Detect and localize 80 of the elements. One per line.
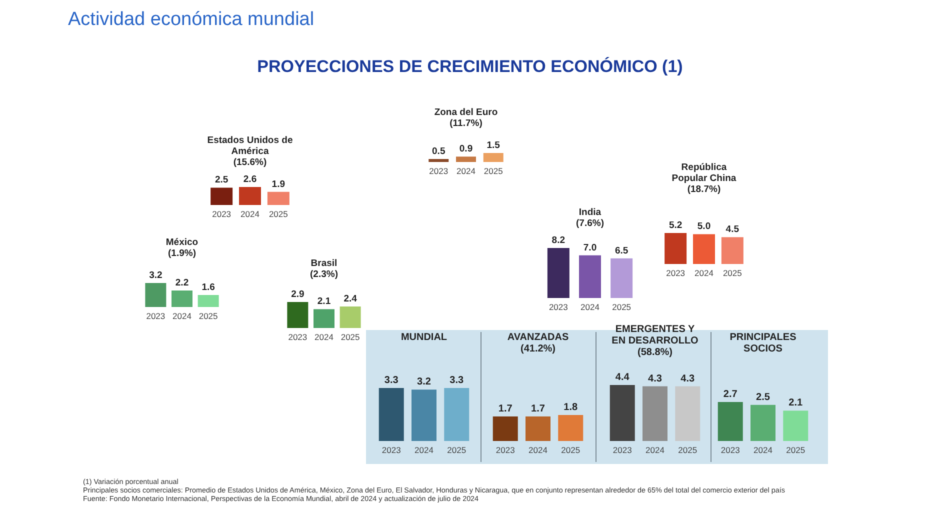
chart-title: AVANZADAS xyxy=(507,332,569,343)
x-tick-label: 2023 xyxy=(612,445,632,455)
text: PROYECCIONES DE CRECIMIENTO ECONÓMICO (1) xyxy=(257,56,683,76)
chart-title: Brasil xyxy=(310,258,338,269)
chart-title: EMERGENTES Y EN DESARROLLO xyxy=(612,324,699,346)
data-label: 4.4 xyxy=(615,372,630,383)
data-label: 7.0 xyxy=(583,242,597,254)
x-tick-label: 2023 xyxy=(288,332,308,342)
data-label: 2.9 xyxy=(291,289,304,300)
chart-subtitle: (18.7%) xyxy=(687,184,721,195)
x-tick-label: 2024 xyxy=(172,311,192,321)
chart-title: Zona del Euro xyxy=(434,107,498,118)
x-tick-label: 2025 xyxy=(786,445,806,455)
data-label: 0.9 xyxy=(459,144,473,155)
data-label: 2.1 xyxy=(317,296,332,308)
chart-title: MUNDIAL xyxy=(400,332,448,343)
x-tick-label: 2023 xyxy=(429,166,448,176)
x-tick-label: 2025 xyxy=(722,268,742,278)
data-label: 4.3 xyxy=(648,373,662,384)
chart-title: Estados Unidos de América xyxy=(207,135,293,157)
x-tick-label: 2024 xyxy=(456,166,476,176)
x-tick-label: 2024 xyxy=(754,445,773,455)
chart-subtitle: (15.6%) xyxy=(233,157,267,168)
data-label: 5.0 xyxy=(697,221,711,232)
data-label: 2.2 xyxy=(175,278,189,288)
x-tick-label: 2025 xyxy=(484,166,504,176)
x-tick-label: 2025 xyxy=(447,445,466,455)
data-label: 1.7 xyxy=(531,403,546,414)
chart-subtitle: (11.7%) xyxy=(450,118,482,129)
data-label: 2.7 xyxy=(723,389,738,400)
x-tick-label: 2023 xyxy=(382,445,402,455)
x-tick-label: 2025 xyxy=(340,332,360,342)
data-label: 0.5 xyxy=(432,146,446,157)
data-label: 5.2 xyxy=(668,220,682,231)
data-label: 1.9 xyxy=(272,178,286,190)
chart-subtitle: (58.8%) xyxy=(637,347,673,358)
data-label: 2.5 xyxy=(756,392,770,403)
x-tick-label: 2025 xyxy=(268,209,288,219)
data-label: 1.5 xyxy=(486,140,501,151)
chart-title: India xyxy=(578,207,602,218)
x-tick-label: 2023 xyxy=(720,445,740,455)
data-label: 2.5 xyxy=(214,174,229,186)
chart-title: México xyxy=(166,237,198,248)
x-tick-label: 2025 xyxy=(612,302,632,312)
data-label: 2.4 xyxy=(344,293,358,304)
x-tick-label: 2024 xyxy=(580,302,600,312)
data-label: 8.2 xyxy=(552,235,566,246)
chart-subtitle: (1.9%) xyxy=(168,248,196,259)
chart-title: PRINCIPALES SOCIOS xyxy=(730,332,797,354)
x-tick-label: 2025 xyxy=(198,311,218,321)
x-tick-label: 2024 xyxy=(528,445,548,455)
x-tick-label: 2024 xyxy=(240,209,260,219)
data-label: 1.8 xyxy=(564,402,578,413)
x-tick-label: 2023 xyxy=(146,311,166,321)
x-tick-label: 2025 xyxy=(561,445,580,455)
x-tick-label: 2024 xyxy=(314,332,334,342)
data-label: 3.2 xyxy=(149,270,162,281)
data-label: 3.3 xyxy=(384,375,399,386)
x-tick-label: 2023 xyxy=(666,268,686,278)
data-label: 3.2 xyxy=(417,376,432,388)
chart-subtitle: (41.2%) xyxy=(520,344,556,354)
chart-title: República Popular China xyxy=(672,162,737,184)
x-tick-label: 2023 xyxy=(496,445,516,455)
data-label: 6.5 xyxy=(614,245,629,256)
data-label: 3.3 xyxy=(450,375,464,386)
chart-subtitle: (7.6%) xyxy=(576,218,604,229)
x-tick-label: 2024 xyxy=(694,268,714,278)
x-tick-label: 2024 xyxy=(414,445,434,455)
data-label: 4.5 xyxy=(726,224,740,236)
x-tick-label: 2023 xyxy=(212,209,232,219)
x-tick-label: 2024 xyxy=(646,445,665,455)
text: Actividad económica mundial xyxy=(68,9,314,30)
data-label: 1.6 xyxy=(202,282,215,293)
chart-subtitle: (2.3%) xyxy=(310,269,338,280)
data-label: 2.6 xyxy=(243,174,257,185)
data-label: 4.3 xyxy=(680,373,696,384)
x-tick-label: 2025 xyxy=(678,445,698,455)
data-label: 1.7 xyxy=(498,403,513,414)
x-tick-label: 2023 xyxy=(548,302,568,312)
data-label: 2.1 xyxy=(788,398,804,409)
